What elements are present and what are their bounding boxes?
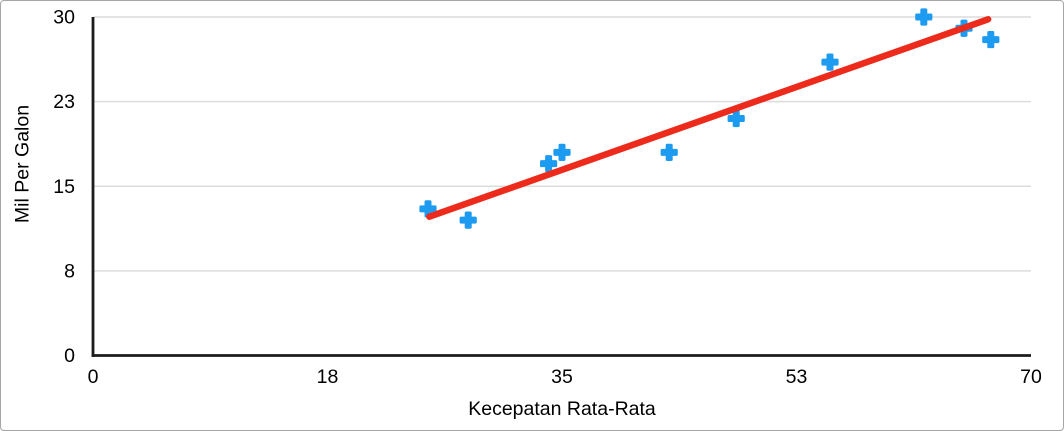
data-point-marker [982,30,1000,49]
data-point-marker [727,109,745,128]
axes [91,17,1031,357]
y-tick-label: 0 [64,345,75,367]
x-tick-label: 53 [786,366,808,388]
y-tick-label: 15 [53,176,75,198]
x-axis-title: Kecepatan Rata-Rata [468,398,656,420]
data-point-marker [459,211,477,229]
y-tick-labels: 0 8 15 23 30 [53,7,75,368]
data-point-marker [553,143,571,161]
trendline [426,16,992,220]
plus-icon [558,143,566,161]
data-point-marker [915,8,933,26]
x-tick-label: 0 [88,366,99,388]
y-axis-title: Mil Per Galon [12,105,34,223]
x-tick-label: 18 [317,366,339,388]
x-tick-labels: 0 18 35 53 70 [88,366,1042,388]
data-point-marker [419,200,437,218]
plus-icon [920,8,928,26]
data-point-marker [660,143,678,161]
data-point-marker [821,53,839,71]
plus-icon [987,30,995,49]
y-tick-label: 23 [53,91,75,113]
x-tick-label: 35 [551,366,573,388]
x-tick-label: 70 [1020,366,1042,388]
y-tick-label: 8 [64,260,75,282]
plus-icon [826,53,834,71]
gridlines [93,16,1031,272]
plus-icon [665,143,673,161]
data-point-marker [540,155,558,173]
trendline-layer [426,16,992,220]
data-points [419,8,1000,229]
plus-icon [545,155,553,173]
y-tick-label: 30 [53,7,75,29]
plus-icon [732,109,740,128]
plus-icon [424,200,432,218]
plus-icon [464,211,472,229]
